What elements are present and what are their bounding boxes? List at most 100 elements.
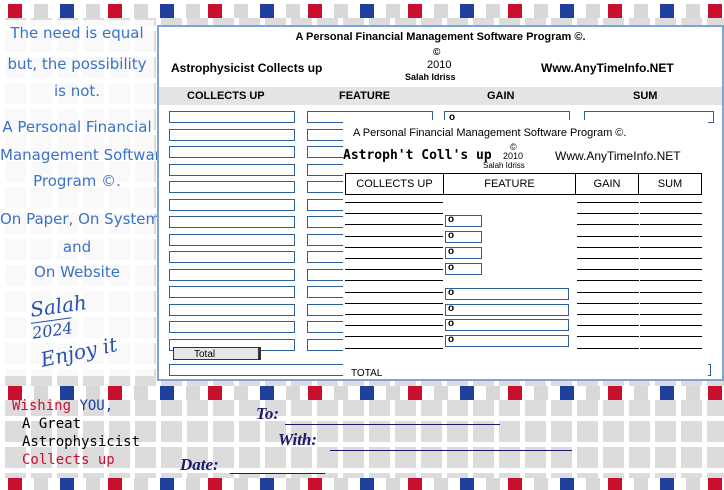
to-label: To: bbox=[256, 404, 279, 423]
total-label: TOTAL bbox=[351, 368, 383, 379]
row-line bbox=[577, 291, 639, 293]
row-line bbox=[640, 291, 702, 293]
input-field bbox=[169, 128, 295, 141]
field-marker: o bbox=[448, 246, 455, 257]
program: A Personal Financial bbox=[2, 118, 152, 136]
with-line bbox=[330, 450, 572, 451]
column-header: SUM bbox=[638, 173, 702, 195]
row-line bbox=[640, 325, 702, 327]
overlay-name: Astroph't Coll's up bbox=[343, 148, 492, 163]
field-marker: o bbox=[448, 333, 455, 345]
platforms: On Website bbox=[34, 263, 120, 281]
decor-strip bbox=[0, 478, 724, 490]
gain-marker: o bbox=[449, 112, 456, 123]
row-line bbox=[345, 347, 443, 349]
input-field bbox=[169, 111, 295, 123]
input-field bbox=[445, 319, 569, 331]
input-field bbox=[169, 163, 295, 176]
row-line bbox=[640, 235, 702, 237]
row-line bbox=[640, 314, 702, 315]
input-field bbox=[169, 216, 295, 228]
program: Management Software bbox=[0, 146, 170, 164]
row-line bbox=[640, 224, 702, 226]
field-marker: o bbox=[448, 318, 455, 329]
column-header: GAIN bbox=[487, 90, 515, 102]
year: 2010 bbox=[427, 59, 452, 71]
input-field bbox=[445, 334, 569, 347]
column-header: COLLECTS UP bbox=[187, 90, 265, 102]
website: Www.AnyTimeInfo.NET bbox=[541, 61, 674, 75]
platforms: and bbox=[62, 238, 92, 256]
motto: is not. bbox=[53, 82, 101, 100]
wishing: Collects up bbox=[22, 452, 115, 468]
year: 2010 bbox=[503, 151, 524, 161]
input-field bbox=[445, 215, 482, 227]
row-line bbox=[577, 325, 639, 327]
input-field bbox=[169, 321, 295, 333]
row-line bbox=[577, 336, 639, 338]
input-field bbox=[445, 263, 482, 275]
row-line bbox=[345, 325, 443, 327]
row-line bbox=[345, 224, 443, 226]
wishing: Astrophysicist bbox=[22, 434, 141, 450]
wishing-you: YOU, bbox=[79, 398, 114, 414]
row-line bbox=[577, 246, 639, 248]
overlay-title: A Personal Financial Management Software… bbox=[353, 127, 627, 139]
row-line bbox=[345, 314, 443, 315]
column-header: FEATURE bbox=[339, 90, 391, 102]
form-title: A Personal Financial Management Software… bbox=[295, 31, 586, 43]
input-field bbox=[169, 181, 295, 193]
row-line bbox=[577, 302, 639, 304]
field-marker: o bbox=[448, 262, 455, 273]
row-line bbox=[640, 269, 702, 271]
copyright: © bbox=[510, 142, 517, 152]
header-band bbox=[159, 87, 722, 105]
row-line bbox=[345, 202, 443, 203]
row-line bbox=[577, 347, 639, 349]
website: Www.AnyTimeInfo.NET bbox=[555, 149, 681, 163]
input-field bbox=[445, 231, 482, 243]
to-line bbox=[285, 424, 500, 425]
motto: The need is equal bbox=[10, 24, 144, 42]
row-line bbox=[577, 280, 639, 282]
date-line bbox=[230, 473, 325, 474]
input-field bbox=[169, 198, 295, 211]
row-line bbox=[345, 336, 443, 338]
row-line bbox=[345, 246, 443, 248]
column-header: COLLECTS UP bbox=[345, 173, 444, 195]
column-header: SUM bbox=[633, 90, 658, 102]
wishing: A Great bbox=[22, 416, 82, 432]
row-line bbox=[640, 280, 702, 282]
field-marker: o bbox=[448, 230, 455, 241]
date-label: Date: bbox=[180, 455, 219, 474]
row-line bbox=[345, 269, 443, 271]
row-line bbox=[577, 235, 639, 237]
row-line bbox=[577, 258, 639, 259]
row-line bbox=[640, 202, 702, 203]
row-line bbox=[577, 202, 639, 203]
input-field bbox=[169, 251, 295, 263]
author: Salah Idriss bbox=[405, 72, 456, 82]
total-button[interactable]: Total bbox=[173, 347, 261, 360]
program: Program ©. bbox=[33, 172, 121, 190]
row-line bbox=[640, 246, 702, 248]
row-line bbox=[577, 213, 639, 215]
row-line bbox=[345, 258, 443, 259]
row-line bbox=[640, 336, 702, 338]
author: Salah Idriss bbox=[483, 161, 525, 170]
copyright: © bbox=[433, 47, 441, 58]
input-field bbox=[169, 146, 295, 158]
wishing: Wishing bbox=[12, 398, 72, 414]
row-line bbox=[640, 213, 702, 215]
decor-strip bbox=[0, 386, 724, 400]
field-marker: o bbox=[448, 302, 455, 314]
input-field bbox=[169, 268, 295, 281]
input-field bbox=[445, 288, 569, 300]
with-label: With: bbox=[278, 430, 318, 449]
column-header: FEATURE bbox=[443, 173, 576, 195]
input-field bbox=[445, 247, 482, 259]
input-field bbox=[169, 286, 295, 298]
row-line bbox=[640, 258, 702, 259]
row-line bbox=[345, 235, 443, 237]
